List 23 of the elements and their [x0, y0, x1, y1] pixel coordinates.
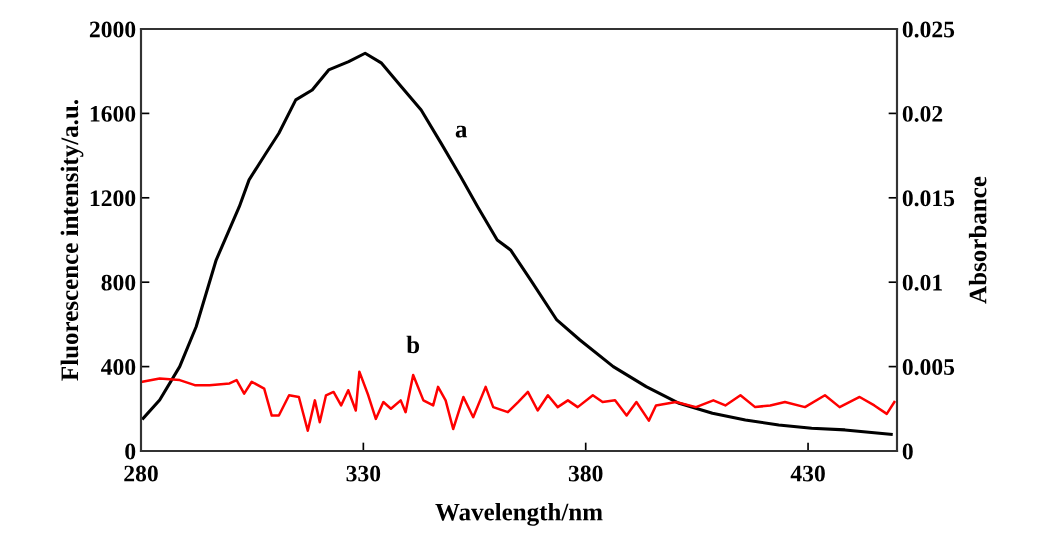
- y-tick-label: 400: [101, 359, 136, 376]
- line-series: [141, 51, 893, 436]
- y2-axis-title: Absorbance: [968, 176, 987, 304]
- y2-tick-label: 0.025: [902, 21, 955, 38]
- y-tick-label: 2000: [89, 21, 136, 38]
- x-tick-label: 280: [124, 465, 158, 482]
- y-tick-label: 800: [101, 274, 136, 291]
- y2-tick-label: 0.01: [902, 274, 942, 291]
- y2-tick-label: 0.015: [902, 190, 955, 207]
- x-tick-label: 380: [568, 465, 603, 482]
- y2-tick-label: 0.005: [902, 359, 955, 376]
- y-tick-label: 1600: [90, 105, 136, 122]
- line-series: [141, 370, 896, 432]
- y2-tick-label: 0: [902, 443, 913, 460]
- y-tick-label: 1200: [90, 190, 136, 207]
- y-axis-title: Fluorescence intensity/a.u.: [60, 100, 84, 381]
- series-label: a: [455, 125, 468, 138]
- x-tick-label: 430: [790, 465, 825, 482]
- y2-tick-label: 0.02: [902, 105, 943, 122]
- y-tick-label: 0: [125, 443, 136, 460]
- x-axis-title: Wavelength/nm: [435, 502, 603, 526]
- series-label: b: [406, 335, 420, 354]
- x-tick-label: 330: [346, 465, 381, 482]
